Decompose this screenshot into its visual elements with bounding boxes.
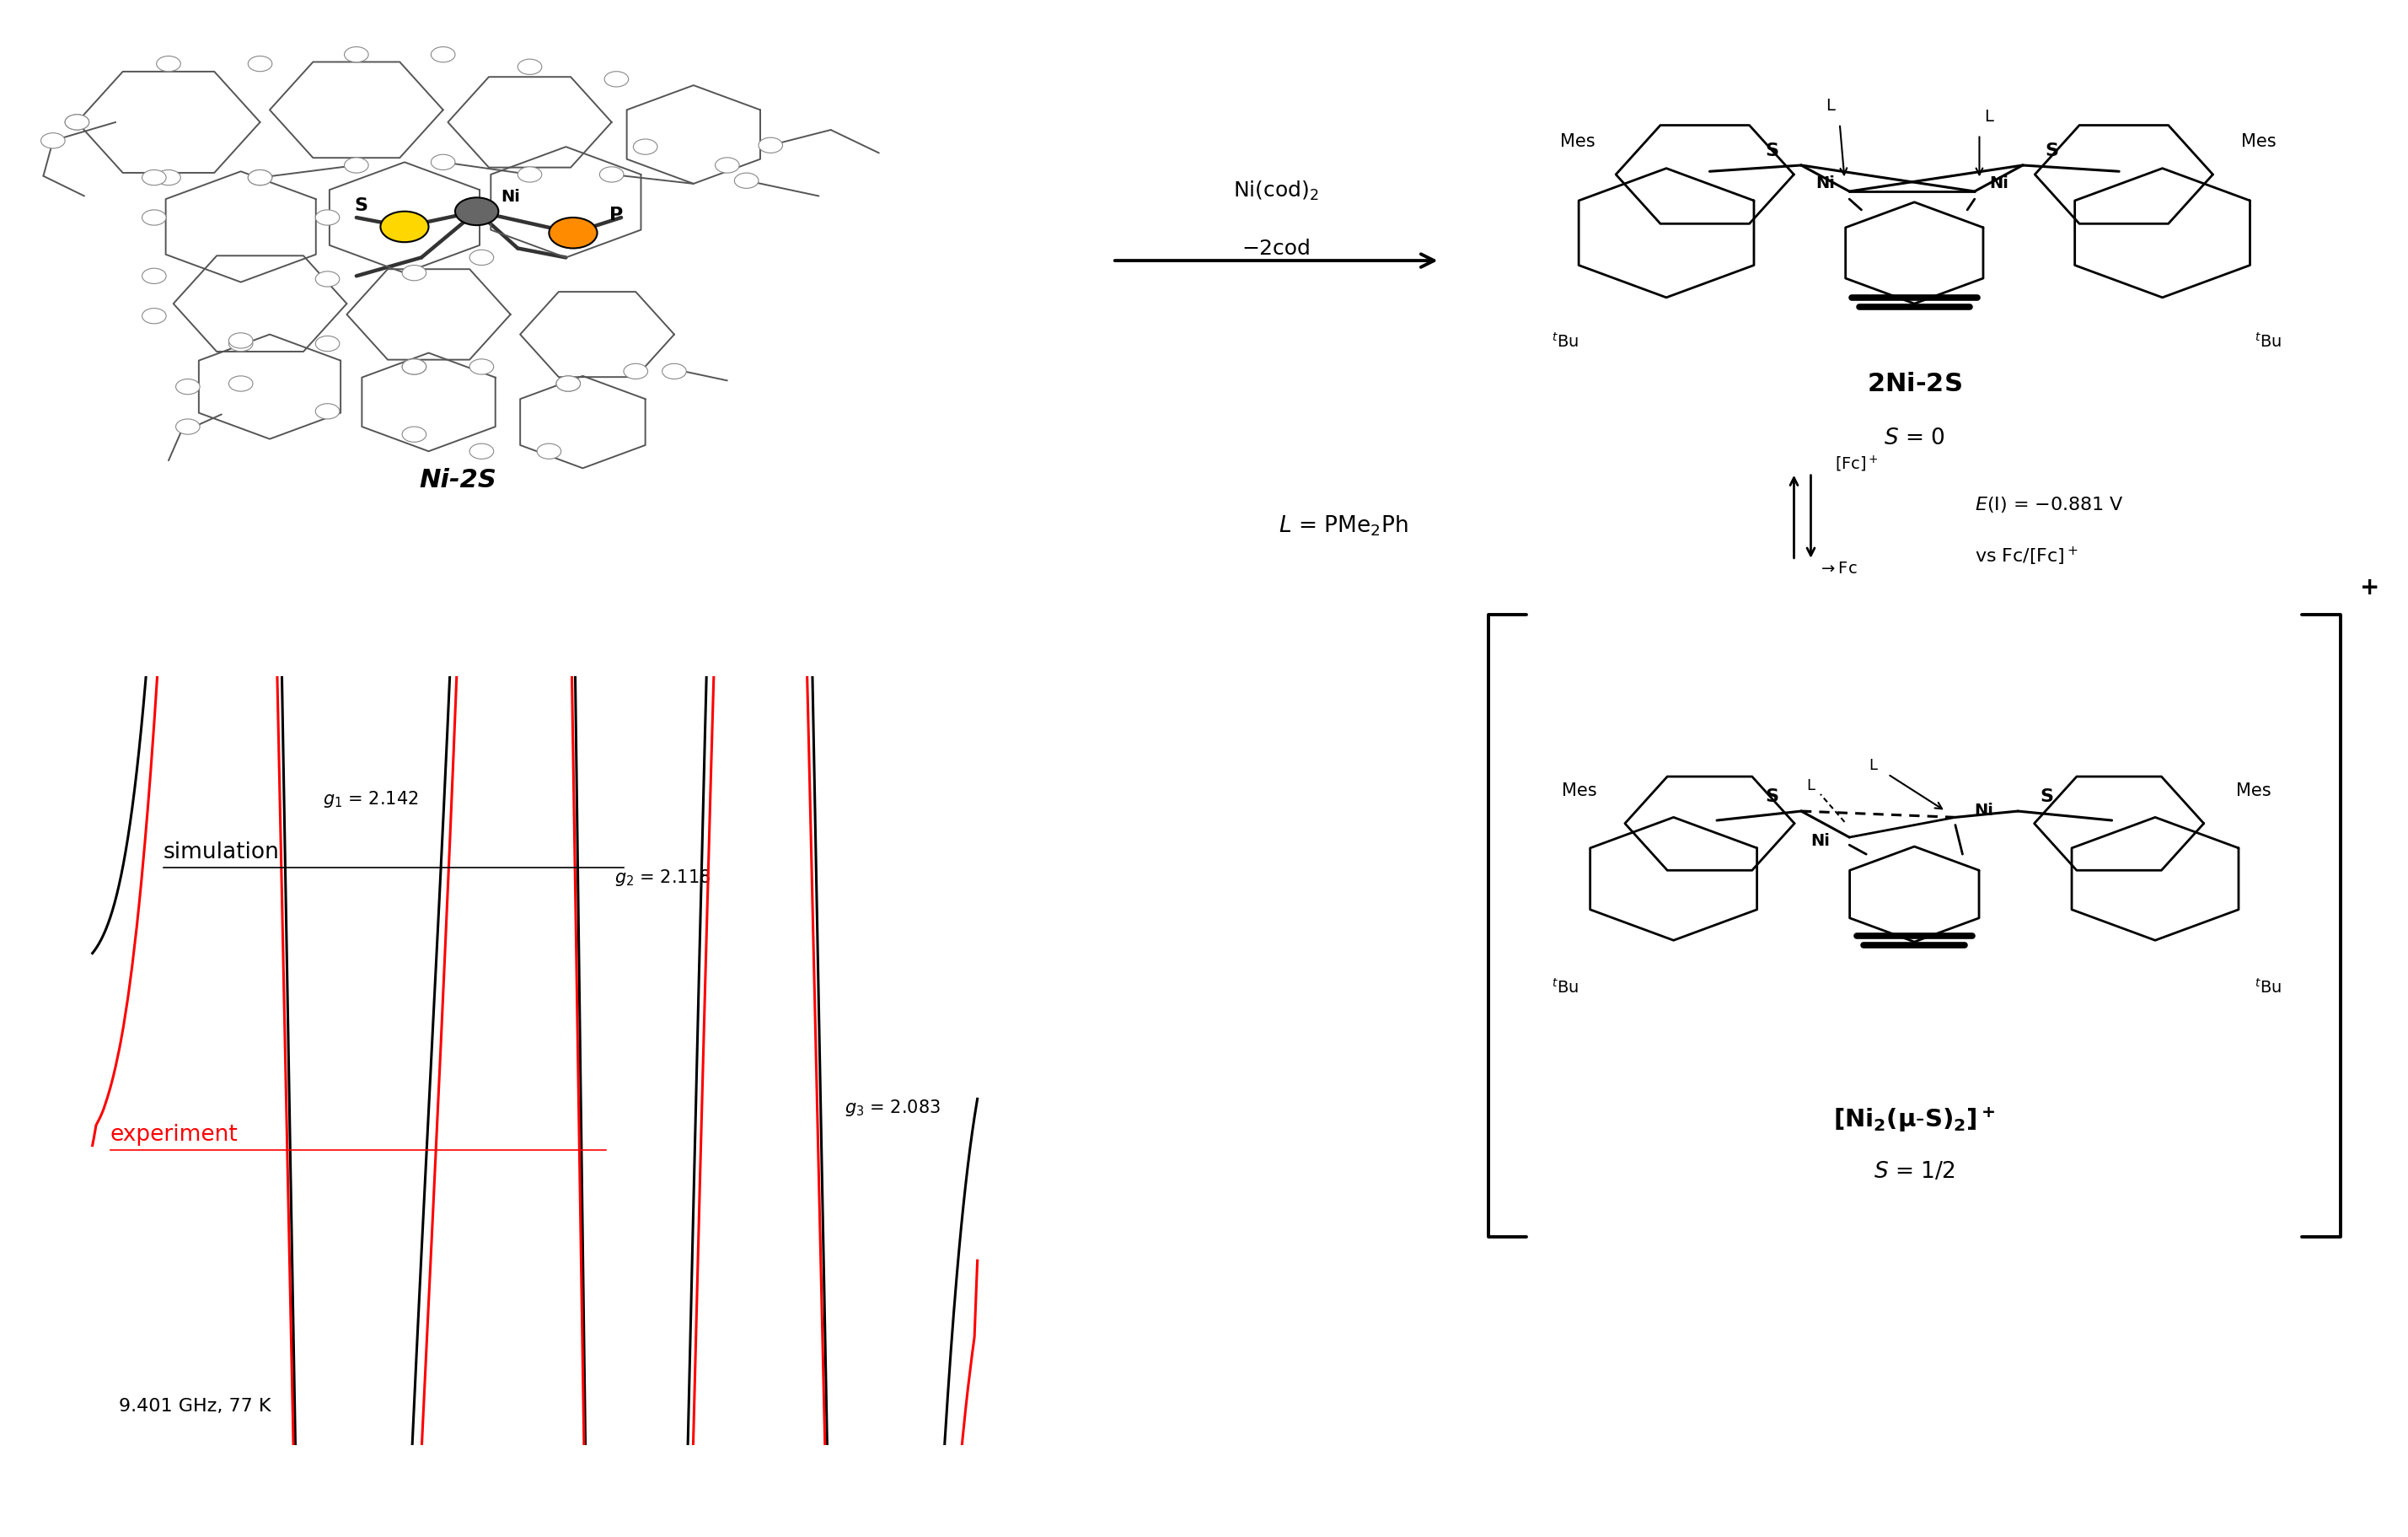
Text: Ni: Ni <box>1989 175 2008 191</box>
Circle shape <box>402 427 426 443</box>
Text: $g_2$ = 2.118: $g_2$ = 2.118 <box>614 867 710 887</box>
Text: $S$ = 0: $S$ = 0 <box>1883 427 1946 449</box>
Circle shape <box>431 48 455 63</box>
Circle shape <box>142 269 166 284</box>
Text: $^t$Bu: $^t$Bu <box>1551 332 1580 350</box>
Circle shape <box>248 171 272 186</box>
Circle shape <box>431 155 455 171</box>
Text: Ni-2S: Ni-2S <box>419 467 496 492</box>
Circle shape <box>142 211 166 226</box>
Circle shape <box>229 334 253 349</box>
Circle shape <box>662 364 686 380</box>
Circle shape <box>157 57 181 72</box>
Circle shape <box>549 218 597 249</box>
Text: S: S <box>354 198 368 214</box>
Text: S: S <box>1765 143 1780 158</box>
Circle shape <box>556 377 580 392</box>
Text: L: L <box>1825 98 1835 114</box>
Text: Ni: Ni <box>501 189 520 204</box>
Circle shape <box>65 115 89 131</box>
Text: $g_1$ = 2.142: $g_1$ = 2.142 <box>323 788 419 808</box>
Text: $L$ = PMe$_2$Ph: $L$ = PMe$_2$Ph <box>1279 513 1409 538</box>
Circle shape <box>633 140 657 155</box>
Circle shape <box>229 377 253 392</box>
Text: [Fc]$^+$: [Fc]$^+$ <box>1835 455 1878 473</box>
Text: $g_3$ = 2.083: $g_3$ = 2.083 <box>845 1097 942 1117</box>
Text: Ni(cod)$_2$: Ni(cod)$_2$ <box>1233 180 1320 201</box>
Circle shape <box>176 420 200 435</box>
Text: $\mathbf{[Ni_2(\mu\text{-}S)_2]^+}$: $\mathbf{[Ni_2(\mu\text{-}S)_2]^+}$ <box>1832 1105 1996 1133</box>
Text: L: L <box>1984 109 1994 124</box>
Circle shape <box>518 168 542 183</box>
Text: Mes: Mes <box>2237 782 2271 798</box>
Text: $^t$Bu: $^t$Bu <box>2254 332 2283 350</box>
Circle shape <box>142 171 166 186</box>
Circle shape <box>759 138 783 154</box>
Text: −2cod: −2cod <box>1243 238 1310 260</box>
Circle shape <box>402 360 426 375</box>
Circle shape <box>344 158 368 174</box>
Text: vs Fc/[Fc]$^+$: vs Fc/[Fc]$^+$ <box>1975 546 2078 567</box>
Text: L: L <box>1806 778 1816 793</box>
Circle shape <box>142 309 166 324</box>
Circle shape <box>315 337 340 352</box>
Text: $E$(I) = −0.881 V: $E$(I) = −0.881 V <box>1975 495 2124 513</box>
Text: S: S <box>2044 143 2059 158</box>
Circle shape <box>315 211 340 226</box>
Text: 9.401 GHz, 77 K: 9.401 GHz, 77 K <box>118 1397 272 1414</box>
Circle shape <box>176 380 200 395</box>
Text: S: S <box>2040 788 2054 804</box>
Circle shape <box>604 72 628 88</box>
Text: P: P <box>609 207 624 223</box>
Circle shape <box>344 48 368 63</box>
Circle shape <box>470 444 494 460</box>
Circle shape <box>715 158 739 174</box>
Text: simulation: simulation <box>164 841 279 862</box>
Circle shape <box>380 212 429 243</box>
Text: L: L <box>1869 758 1878 773</box>
Text: experiment: experiment <box>111 1124 238 1145</box>
Text: Mes: Mes <box>1563 782 1597 798</box>
Circle shape <box>455 198 498 226</box>
Circle shape <box>248 171 272 186</box>
Circle shape <box>556 377 580 392</box>
Circle shape <box>315 404 340 420</box>
Text: $\mathbf{2Ni}$-$\mathbf{2S}$: $\mathbf{2Ni}$-$\mathbf{2S}$ <box>1866 372 1963 397</box>
Text: $^t$Bu: $^t$Bu <box>1551 978 1580 996</box>
Circle shape <box>470 360 494 375</box>
Circle shape <box>402 360 426 375</box>
Circle shape <box>402 266 426 281</box>
Circle shape <box>65 115 89 131</box>
Circle shape <box>600 168 624 183</box>
Circle shape <box>229 337 253 352</box>
Circle shape <box>518 60 542 75</box>
Text: S: S <box>1765 788 1780 804</box>
Text: Ni: Ni <box>1816 175 1835 191</box>
Text: Ni: Ni <box>1811 833 1830 848</box>
Text: $\rightarrow$Fc: $\rightarrow$Fc <box>1818 561 1857 576</box>
Circle shape <box>41 134 65 149</box>
Text: $^t$Bu: $^t$Bu <box>2254 978 2283 996</box>
Text: Mes: Mes <box>2242 134 2276 149</box>
Circle shape <box>624 364 648 380</box>
Circle shape <box>248 57 272 72</box>
Text: $S$ = 1/2: $S$ = 1/2 <box>1873 1160 1955 1182</box>
Circle shape <box>315 272 340 287</box>
Circle shape <box>734 174 759 189</box>
Text: Ni: Ni <box>1975 802 1994 818</box>
Text: +: + <box>2360 576 2379 599</box>
Text: Mes: Mes <box>1560 134 1594 149</box>
Circle shape <box>537 444 561 460</box>
Circle shape <box>470 251 494 266</box>
Circle shape <box>157 171 181 186</box>
